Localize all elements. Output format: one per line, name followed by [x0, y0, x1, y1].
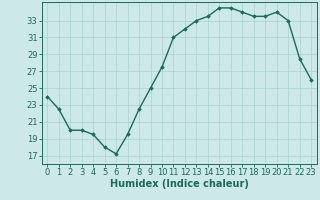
X-axis label: Humidex (Indice chaleur): Humidex (Indice chaleur) [110, 179, 249, 189]
